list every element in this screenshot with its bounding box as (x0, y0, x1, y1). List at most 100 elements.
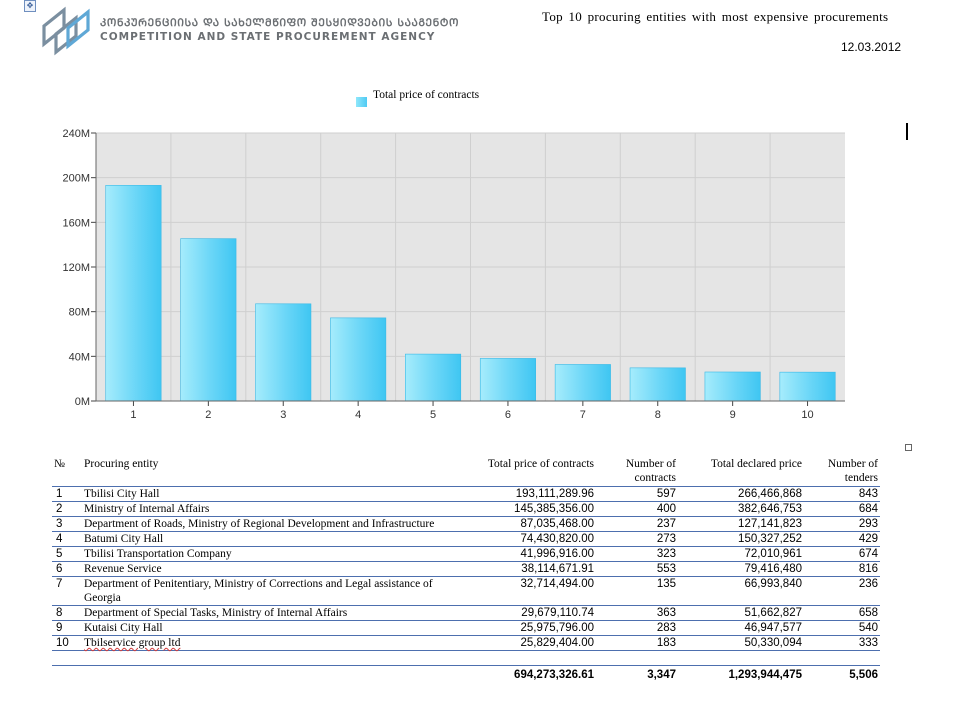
cell-num-contracts: 237 (596, 516, 678, 532)
table-row: 8 Department of Special Tasks, Ministry o… (52, 605, 880, 621)
cell-num-tenders: 293 (804, 516, 880, 532)
cell-total-price: 25,829,404.00 (464, 635, 596, 651)
table-row: 2 Ministry of Internal Affairs 145,385,356… (52, 501, 880, 517)
cell-num-contracts: 183 (596, 635, 678, 651)
bar (629, 367, 686, 402)
resize-handle-icon[interactable] (905, 444, 912, 451)
spacer-cell (464, 650, 596, 666)
header-total-price: Total price of contracts (464, 456, 596, 487)
cell-declared-price: 150,327,252 (678, 531, 804, 547)
cell-entity: Department of Special Tasks, Ministry of… (82, 605, 464, 621)
header-number-of-tenders: Number of tenders (804, 456, 880, 487)
cell-entity: Tbilservice group ltd (82, 635, 464, 651)
cell-total-price: 87,035,468.00 (464, 516, 596, 532)
table-row: 4 Batumi City Hall 74,430,820.00 273 150,327… (52, 531, 880, 547)
cell-total-price: 193,111,289.96 (464, 486, 596, 502)
cell-num-tenders: 236 (804, 576, 880, 606)
bar (405, 353, 462, 402)
cell-num-tenders: 658 (804, 605, 880, 621)
x-tick-label: 9 (730, 409, 736, 421)
cell-total-price: 29,679,110.74 (464, 605, 596, 621)
cell-total-price: 32,714,494.00 (464, 576, 596, 606)
cell-no: 6 (52, 561, 82, 577)
bar (105, 185, 162, 402)
total-total-price: 694,273,326.61 (514, 669, 594, 681)
x-tick-label: 1 (130, 409, 136, 421)
legend-label: Total price of contracts (373, 89, 480, 101)
cell-total-price: 38,114,671.91 (464, 561, 596, 577)
x-tick-label: 5 (430, 409, 436, 421)
agency-name-georgian: ᲙᲝᲜᲙᲣᲠᲔᲜᲪᲘᲘᲡᲐ ᲓᲐ ᲡᲐᲮᲔᲚᲛᲬᲘᲤᲝ ᲨᲔᲡᲧᲘᲓᲕᲔᲑᲘᲡ … (100, 17, 460, 29)
cell-declared-price: 266,466,868 (678, 486, 804, 502)
table-row: 10 Tbilservice group ltd 25,829,404.00 183 5… (52, 635, 880, 651)
cell-entity: Batumi City Hall (82, 531, 464, 547)
header-no: № (52, 456, 82, 487)
table-row: 3 Department of Roads, Ministry of Region… (52, 516, 880, 532)
bar (330, 317, 387, 402)
cell-num-tenders: 684 (804, 501, 880, 517)
total-declared-price: 1,293,944,475 (728, 669, 802, 681)
y-tick-label: 240M (62, 128, 90, 140)
x-tick-label: 10 (801, 409, 813, 421)
text-cursor (906, 123, 908, 140)
cell-num-tenders: 333 (804, 635, 880, 651)
total-empty-cell (82, 666, 464, 683)
cell-total-price: 25,975,796.00 (464, 620, 596, 636)
cell-declared-price: 127,141,823 (678, 516, 804, 532)
x-tick-label: 7 (580, 409, 586, 421)
cell-entity: Department of Roads, Ministry of Regiona… (82, 516, 464, 532)
cell-declared-price: 382,646,753 (678, 501, 804, 517)
bar (704, 371, 761, 402)
table-row: 9 Kutaisi City Hall 25,975,796.00 283 46,947… (52, 620, 880, 636)
bar (779, 371, 836, 402)
header-entity: Procuring entity (82, 456, 464, 487)
cell-no: 9 (52, 620, 82, 636)
cell-num-contracts: 363 (596, 605, 678, 621)
x-tick-label: 8 (655, 409, 661, 421)
x-tick-label: 6 (505, 409, 511, 421)
agency-name-english: COMPETITION AND STATE PROCUREMENT AGENCY (100, 31, 436, 43)
cell-no: 3 (52, 516, 82, 532)
x-tick-label: 3 (280, 409, 286, 421)
cell-num-contracts: 273 (596, 531, 678, 547)
cell-no: 4 (52, 531, 82, 547)
total-empty-cell (52, 666, 82, 683)
spacer-cell (82, 650, 464, 666)
table-row: 1 Tbilisi City Hall 193,111,289.96 597 266,4… (52, 486, 880, 502)
cell-no: 8 (52, 605, 82, 621)
cell-no: 10 (52, 635, 82, 651)
cell-total-price: 41,996,916.00 (464, 546, 596, 562)
move-handle-icon[interactable]: ✥ (24, 0, 36, 12)
spacer-cell (52, 650, 82, 666)
spacer-cell (596, 650, 678, 666)
cell-num-contracts: 135 (596, 576, 678, 606)
table-row: 7 Department of Penitentiary, Ministry of… (52, 576, 880, 606)
cell-num-contracts: 283 (596, 620, 678, 636)
cell-total-price: 145,385,356.00 (464, 501, 596, 517)
cell-no: 2 (52, 501, 82, 517)
bar (479, 358, 536, 402)
cell-entity: Kutaisi City Hall (82, 620, 464, 636)
cell-no: 1 (52, 486, 82, 502)
header-declared-price: Total declared price (678, 456, 804, 487)
cell-no: 5 (52, 546, 82, 562)
entity-name-spellcheck: Tbilservice group ltd (84, 637, 181, 649)
spacer-cell (678, 650, 804, 666)
total-num-tenders: 5,506 (849, 669, 878, 681)
header-number-of-contracts: Number of contracts (596, 456, 678, 487)
y-tick-label: 160M (62, 217, 90, 229)
report-date: 12.03.2012 (841, 40, 902, 54)
table-row: 6 Revenue Service 38,114,671.91 553 79,416,4… (52, 561, 880, 577)
spacer-cell (804, 650, 880, 666)
x-tick-label: 4 (355, 409, 361, 421)
agency-logo (42, 6, 90, 56)
x-tick-label: 2 (205, 409, 211, 421)
y-tick-label: 120M (62, 262, 90, 274)
table-spacer-row (52, 650, 880, 666)
cell-declared-price: 46,947,577 (678, 620, 804, 636)
cell-num-contracts: 553 (596, 561, 678, 577)
cell-num-tenders: 674 (804, 546, 880, 562)
table-header-row: № Procuring entity Total price of contra… (52, 456, 880, 487)
cell-entity: Tbilisi City Hall (82, 486, 464, 502)
cell-num-tenders: 843 (804, 486, 880, 502)
